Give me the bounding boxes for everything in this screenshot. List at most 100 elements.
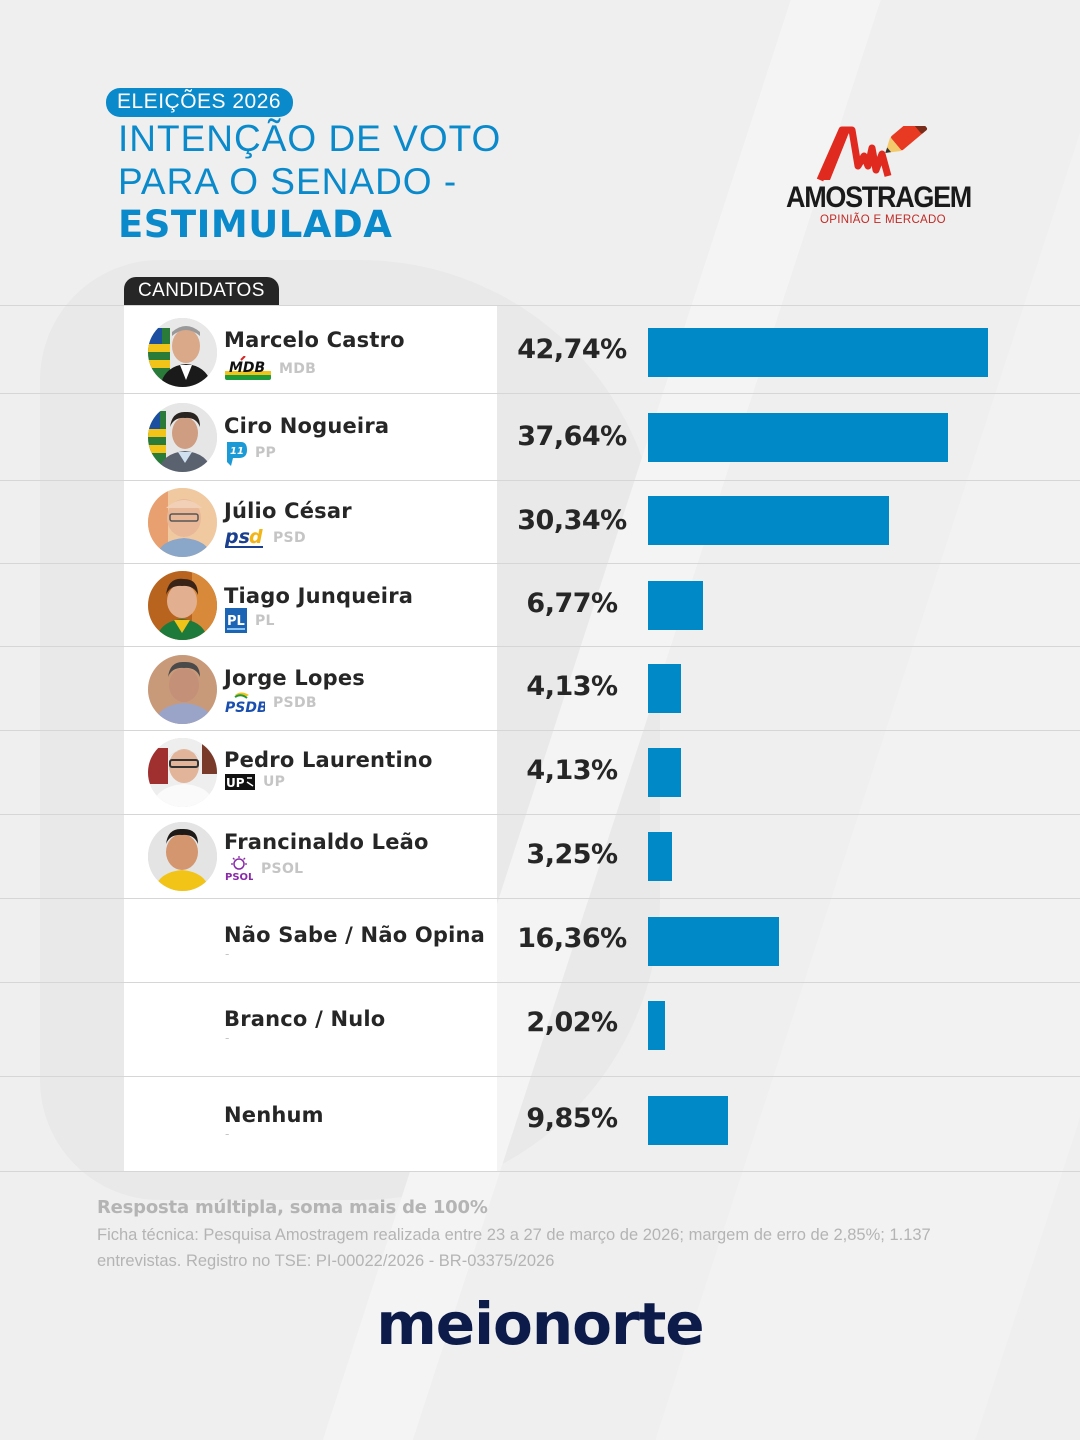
- option-name: Branco / Nulo: [224, 1007, 386, 1031]
- up-logo-icon: UP: [225, 774, 255, 790]
- party-info: MDB MDB: [225, 356, 316, 382]
- amostragem-logo: AMOSTRAGEM OPINIÃO E MERCADO: [782, 126, 982, 236]
- party-abbreviation: PP: [255, 445, 277, 461]
- candidate-cell: Júlio César ps d PSD: [124, 481, 497, 563]
- results-table: Marcelo Castro MDB MDB 42,74% Ciro Nogue…: [0, 305, 1080, 1172]
- result-bar: [648, 496, 889, 545]
- page-title-line1: INTENÇÃO DE VOTO: [118, 118, 502, 159]
- result-bar: [648, 1001, 665, 1050]
- pp-logo-icon: 11: [225, 440, 247, 466]
- result-bar: [648, 1096, 728, 1145]
- candidate-cell: Jorge Lopes PSDB PSDB: [124, 647, 497, 730]
- party-abbreviation: UP: [263, 774, 286, 790]
- table-row: Jorge Lopes PSDB PSDB 4,13%: [0, 646, 1080, 730]
- multiple-response-note: Resposta múltipla, soma mais de 100%: [97, 1197, 488, 1218]
- percentage-label: 4,13%: [526, 671, 618, 702]
- option-name: Nenhum: [224, 1103, 324, 1127]
- party-abbreviation: PL: [255, 612, 275, 629]
- amostragem-subtitle: OPINIÃO E MERCADO: [820, 214, 946, 226]
- percentage-label: 30,34%: [517, 505, 627, 536]
- party-info: 11 PP: [225, 440, 276, 466]
- candidate-name: Pedro Laurentino: [224, 748, 433, 772]
- result-bar: [648, 413, 948, 462]
- candidate-cell: Tiago Junqueira PL PL: [124, 564, 497, 646]
- percentage-label: 16,36%: [517, 923, 627, 954]
- avatar: [148, 571, 217, 640]
- avatar: [148, 822, 217, 891]
- result-bar: [648, 664, 681, 713]
- svg-text:11: 11: [230, 446, 244, 457]
- party-abbreviation: -: [225, 1031, 230, 1045]
- result-bar: [648, 581, 703, 630]
- table-row: Marcelo Castro MDB MDB 42,74%: [0, 305, 1080, 393]
- percentage-label: 9,85%: [526, 1103, 618, 1134]
- svg-text:UP: UP: [226, 776, 245, 790]
- option-cell: Não Sabe / Não Opina -: [124, 899, 497, 982]
- psd-logo-icon: ps d: [225, 525, 265, 551]
- svg-text:PSDB: PSDB: [225, 700, 265, 715]
- candidate-name: Júlio César: [224, 499, 352, 523]
- svg-text:PL: PL: [227, 614, 245, 629]
- table-row: Júlio César ps d PSD 30,34%: [0, 480, 1080, 563]
- pl-logo-icon: PL: [225, 608, 247, 633]
- party-info: ps d PSD: [225, 525, 306, 551]
- party-abbreviation: PSDB: [273, 695, 317, 711]
- percentage-label: 6,77%: [526, 588, 618, 619]
- table-row: Tiago Junqueira PL PL 6,77%: [0, 563, 1080, 646]
- result-bar: [648, 748, 681, 797]
- table-row: Branco / Nulo - 2,02%: [0, 982, 1080, 1076]
- percentage-label: 4,13%: [526, 755, 618, 786]
- option-cell: Nenhum -: [124, 1077, 497, 1171]
- party-info: PL PL: [225, 608, 275, 633]
- svg-text:PSOL: PSOL: [225, 872, 253, 882]
- table-row: Francinaldo Leão PSOL PSOL 3,25%: [0, 814, 1080, 898]
- party-info: PSDB PSDB: [225, 691, 317, 715]
- percentage-label: 37,64%: [517, 421, 627, 452]
- table-row: Ciro Nogueira 11 PP 37,64%: [0, 393, 1080, 480]
- technical-sheet: Ficha técnica: Pesquisa Amostragem reali…: [97, 1226, 931, 1270]
- psol-logo-icon: PSOL: [225, 856, 253, 882]
- result-bar: [648, 917, 779, 966]
- avatar: [148, 403, 217, 472]
- percentage-label: 42,74%: [517, 334, 627, 365]
- candidate-name: Marcelo Castro: [224, 328, 405, 352]
- footnote: Resposta múltipla, soma mais de 100% Fic…: [97, 1197, 997, 1274]
- psdb-logo-icon: PSDB: [225, 691, 265, 715]
- party-abbreviation: -: [225, 947, 230, 961]
- result-bar: [648, 328, 988, 377]
- option-cell: Branco / Nulo -: [124, 983, 497, 1076]
- party-info: UP UP: [225, 774, 285, 790]
- party-abbreviation: PSD: [273, 530, 306, 546]
- percentage-label: 3,25%: [526, 839, 618, 870]
- avatar: [148, 655, 217, 724]
- svg-text:MDB: MDB: [229, 360, 265, 376]
- party-abbreviation: -: [225, 1127, 230, 1141]
- table-row: Nenhum - 9,85%: [0, 1076, 1080, 1172]
- svg-text:ps: ps: [225, 526, 250, 548]
- avatar: [148, 738, 217, 807]
- candidate-name: Francinaldo Leão: [224, 830, 429, 854]
- percentage-label: 2,02%: [526, 1007, 618, 1038]
- candidate-name: Tiago Junqueira: [224, 584, 414, 608]
- candidate-cell: Pedro Laurentino UP UP: [124, 731, 497, 814]
- header: ELEIÇÕES 2026 INTENÇÃO DE VOTO PARA O SE…: [106, 88, 501, 247]
- table-row: Pedro Laurentino UP UP 4,13%: [0, 730, 1080, 814]
- table-row: Não Sabe / Não Opina - 16,36%: [0, 898, 1080, 982]
- candidate-cell: Francinaldo Leão PSOL PSOL: [124, 815, 497, 898]
- candidate-name: Ciro Nogueira: [224, 414, 390, 438]
- avatar: [148, 488, 217, 557]
- page-title-bold: ESTIMULADA: [118, 203, 393, 246]
- party-abbreviation: PSOL: [261, 861, 304, 877]
- option-name: Não Sabe / Não Opina: [224, 923, 486, 947]
- election-tag: ELEIÇÕES 2026: [106, 88, 294, 117]
- page-title-line2: PARA O SENADO -: [118, 161, 458, 202]
- avatar: [148, 318, 217, 387]
- svg-text:d: d: [249, 526, 263, 548]
- meionorte-logo: meionorte: [376, 1290, 704, 1358]
- result-bar: [648, 832, 672, 881]
- party-abbreviation: MDB: [279, 361, 317, 377]
- candidate-cell: Marcelo Castro MDB MDB: [124, 306, 497, 393]
- candidate-name: Jorge Lopes: [224, 666, 365, 690]
- candidates-column-header: CANDIDATOS: [124, 277, 279, 305]
